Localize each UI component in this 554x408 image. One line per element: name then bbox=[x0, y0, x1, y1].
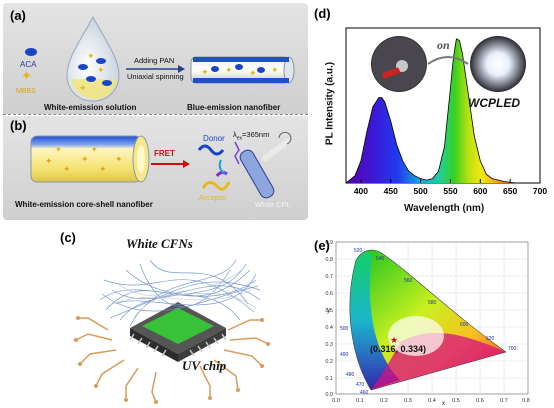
uv-chip-label: UV chip bbox=[182, 358, 227, 373]
svg-text:0.4: 0.4 bbox=[428, 398, 436, 404]
svg-text:0.2: 0.2 bbox=[380, 398, 388, 404]
x-tick-label-700: 700 bbox=[533, 186, 547, 196]
x-tick-label-450: 450 bbox=[384, 186, 398, 196]
svg-text:700: 700 bbox=[508, 346, 517, 352]
caption-white-solution: White-emission solution bbox=[44, 103, 137, 112]
svg-text:600: 600 bbox=[460, 322, 469, 328]
svg-text:0.6: 0.6 bbox=[476, 398, 484, 404]
svg-text:490: 490 bbox=[340, 352, 349, 358]
svg-text:0.1: 0.1 bbox=[356, 398, 364, 404]
acceptor-label: Acceptor bbox=[199, 195, 227, 202]
x-axis-label: Wavelength (nm) bbox=[404, 203, 485, 214]
aca-label: ACA bbox=[20, 60, 37, 69]
svg-text:560: 560 bbox=[404, 278, 413, 284]
panel-a-tag: (a) bbox=[10, 8, 26, 23]
panel-b: (b) ✦ ✦ ✦ ✦ ✦ ✦ ✦ bbox=[3, 116, 308, 220]
panel-b-illustration: ✦ ✦ ✦ ✦ ✦ ✦ ✦ bbox=[30, 131, 292, 199]
svg-text:620: 620 bbox=[486, 336, 495, 342]
svg-text:✦: ✦ bbox=[249, 68, 257, 78]
panel-a-illustration: ✦ ✦ ✦ ✦ ✦ ✦ ✦ ✦ bbox=[21, 15, 295, 102]
svg-text:470: 470 bbox=[356, 382, 365, 388]
panel-b-tag: (b) bbox=[10, 118, 27, 133]
svg-text:580: 580 bbox=[428, 300, 437, 306]
on-label: on bbox=[437, 38, 450, 52]
svg-text:0.8: 0.8 bbox=[325, 257, 333, 263]
svg-text:✦: ✦ bbox=[115, 154, 123, 164]
x-tick-label-500: 500 bbox=[414, 186, 428, 196]
svg-text:✦: ✦ bbox=[201, 67, 209, 77]
cie-coordinate-label: (0.316, 0.334) bbox=[370, 344, 427, 354]
svg-text:500: 500 bbox=[340, 326, 349, 332]
white-cpl-label: White CPL bbox=[255, 200, 291, 209]
svg-text:0.0: 0.0 bbox=[325, 392, 333, 398]
svg-text:✦: ✦ bbox=[55, 145, 62, 154]
arrow-label-top: Adding PAN bbox=[134, 56, 175, 65]
panel-a: (a) ✦ ✦ ✦ ✦ bbox=[3, 3, 308, 114]
svg-text:0.5: 0.5 bbox=[452, 398, 460, 404]
led-on-photo bbox=[470, 36, 526, 92]
panel-c: (c) White CFNs bbox=[60, 230, 290, 405]
cie-y-axis-letter: y bbox=[327, 308, 330, 314]
svg-text:460: 460 bbox=[360, 390, 369, 396]
svg-text:✦: ✦ bbox=[45, 156, 53, 166]
y-axis-label: PL Intensity (a.u.) bbox=[324, 61, 336, 146]
panel-d: (d) 400 450 500 5 bbox=[310, 0, 554, 225]
panel-e: (e) bbox=[310, 232, 554, 408]
cie-x-axis-letter: x bbox=[442, 401, 445, 407]
svg-text:0.6: 0.6 bbox=[325, 291, 333, 297]
svg-text:0.7: 0.7 bbox=[325, 274, 333, 280]
excitation-label: λex=365nm bbox=[233, 130, 269, 142]
svg-text:✦: ✦ bbox=[99, 164, 107, 174]
wcpled-label: WCPLED bbox=[468, 96, 520, 110]
svg-text:0.2: 0.2 bbox=[325, 359, 333, 365]
excitation-value: =365nm bbox=[242, 130, 270, 139]
excitation-sub: ex bbox=[236, 135, 243, 142]
svg-text:0.5: 0.5 bbox=[325, 308, 333, 314]
svg-text:0.3: 0.3 bbox=[325, 342, 333, 348]
svg-text:✦: ✦ bbox=[225, 65, 233, 75]
x-tick-label-600: 600 bbox=[473, 186, 487, 196]
svg-text:540: 540 bbox=[376, 256, 385, 262]
divider bbox=[3, 114, 308, 115]
cie-star-marker: ★ bbox=[390, 335, 398, 345]
excitation-lambda: λ bbox=[233, 130, 237, 139]
svg-text:0.7: 0.7 bbox=[500, 398, 508, 404]
svg-text:✦: ✦ bbox=[81, 154, 89, 164]
svg-text:✦: ✦ bbox=[63, 164, 71, 174]
svg-text:0.9: 0.9 bbox=[325, 240, 333, 246]
svg-text:✦: ✦ bbox=[79, 83, 87, 93]
pl-spectrum-chart: 400 450 500 550 600 650 700 bbox=[345, 27, 547, 196]
svg-text:✦: ✦ bbox=[97, 65, 105, 75]
mbbs-label: MBBS bbox=[16, 88, 36, 95]
svg-text:✦: ✦ bbox=[87, 51, 95, 61]
caption-core-shell: White-emission core-shell nanofiber bbox=[15, 200, 153, 209]
x-tick-label-400: 400 bbox=[354, 186, 368, 196]
x-tick-label-650: 650 bbox=[503, 186, 517, 196]
svg-text:0.8: 0.8 bbox=[522, 398, 530, 404]
donor-label: Donor bbox=[203, 134, 225, 143]
caption-blue-nanofiber: Blue-emission nanofiber bbox=[187, 103, 281, 112]
svg-text:✦: ✦ bbox=[21, 68, 32, 83]
spectrum-series-area bbox=[346, 38, 540, 184]
arrow-label-bottom: Uniaxial spinning bbox=[127, 72, 184, 81]
cfn-title: White CFNs bbox=[126, 236, 193, 251]
svg-text:0.1: 0.1 bbox=[325, 376, 333, 382]
svg-text:✦: ✦ bbox=[91, 145, 98, 154]
svg-text:0.0: 0.0 bbox=[332, 398, 340, 404]
spectrum-series-line bbox=[345, 38, 540, 184]
uv-chip-illustration bbox=[74, 259, 270, 404]
x-tick-label-550: 550 bbox=[443, 186, 457, 196]
svg-text:520: 520 bbox=[354, 248, 363, 254]
fret-label: FRET bbox=[154, 149, 175, 158]
svg-text:0.3: 0.3 bbox=[404, 398, 412, 404]
panel-c-tag: (c) bbox=[60, 230, 76, 245]
svg-text:480: 480 bbox=[346, 372, 355, 378]
panel-e-tag: (e) bbox=[314, 238, 330, 253]
panel-d-tag: (d) bbox=[314, 6, 331, 21]
svg-text:✦: ✦ bbox=[271, 65, 279, 75]
svg-text:0.4: 0.4 bbox=[325, 325, 333, 331]
